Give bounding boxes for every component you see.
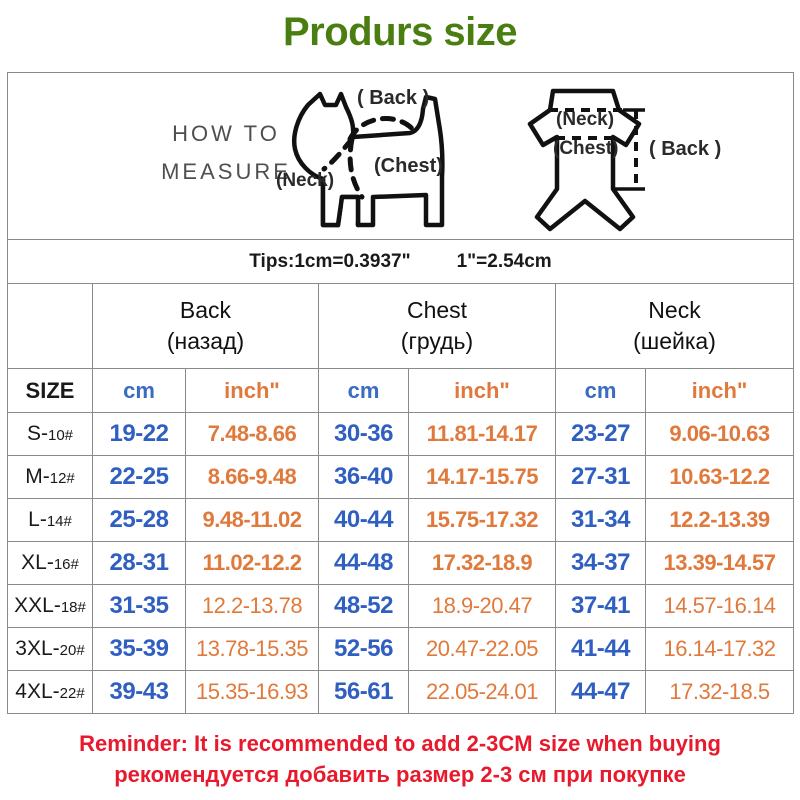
cell-chest-inch: 18.9-20.47 <box>408 584 556 628</box>
cell-neck-inch: 17.32-18.5 <box>644 670 795 714</box>
cell-chest-inch: 14.17-15.75 <box>408 455 556 499</box>
cell-neck-inch: 9.06-10.63 <box>644 412 795 456</box>
how-to-measure-line1: HOW TO <box>172 121 280 146</box>
cell-neck-cm: 27-31 <box>555 455 646 499</box>
table-row: XXL-18# 31-35 12.2-13.78 48-52 18.9-20.4… <box>7 584 795 628</box>
page-title: Produrs size <box>282 10 518 54</box>
cell-back-inch: 13.78-15.35 <box>185 627 319 671</box>
tips-inch-to-cm: 1"=2.54cm <box>456 250 552 272</box>
row-size-label: 4XL-22# <box>7 670 93 714</box>
row-size-label: XL-16# <box>7 541 93 585</box>
tips-cell: Tips:1cm=0.3937" 1"=2.54cm <box>6 239 795 284</box>
cell-back-cm: 35-39 <box>92 627 186 671</box>
cell-chest-cm: 36-40 <box>318 455 409 499</box>
cell-neck-inch: 13.39-14.57 <box>644 541 795 585</box>
size-chart-table: HOW TO MEASURE ( Back ) (C <box>6 72 795 714</box>
garment-chest-label: (Chest) <box>553 138 618 159</box>
group-chest-en: Chest <box>406 297 468 323</box>
header-neck-inch: inch" <box>644 368 795 413</box>
diagram-row: HOW TO MEASURE ( Back ) (C <box>6 72 795 240</box>
reminder-line-ru: рекомендуется добавить размер 2-3 см при… <box>114 762 686 787</box>
garment-diagram-icon: (Neck) (Chest) ( Back ) <box>527 88 721 232</box>
cell-chest-inch: 17.32-18.9 <box>408 541 556 585</box>
table-row: XL-16# 28-31 11.02-12.2 44-48 17.32-18.9… <box>7 541 795 585</box>
cell-neck-inch: 12.2-13.39 <box>644 498 795 542</box>
cell-back-inch: 12.2-13.78 <box>185 584 319 628</box>
table-row: M-12# 22-25 8.66-9.48 36-40 14.17-15.75 … <box>7 455 795 499</box>
cell-back-cm: 39-43 <box>92 670 186 714</box>
measurement-diagram-cell: HOW TO MEASURE ( Back ) (C <box>6 72 795 240</box>
cell-back-cm: 25-28 <box>92 498 186 542</box>
cell-neck-cm: 41-44 <box>555 627 646 671</box>
tips-row: Tips:1cm=0.3937" 1"=2.54cm <box>6 239 795 284</box>
dog-back-label: ( Back ) <box>357 87 429 109</box>
cell-back-inch: 7.48-8.66 <box>185 412 319 456</box>
cell-chest-cm: 48-52 <box>318 584 409 628</box>
tips-cm-to-inch: Tips:1cm=0.3937" <box>249 250 411 272</box>
cell-back-cm: 19-22 <box>92 412 186 456</box>
cell-chest-inch: 15.75-17.32 <box>408 498 556 542</box>
header-neck-cm: cm <box>555 368 646 413</box>
corner-blank-cell <box>7 283 93 369</box>
cell-chest-inch: 20.47-22.05 <box>408 627 556 671</box>
cell-neck-cm: 37-41 <box>555 584 646 628</box>
cell-back-cm: 22-25 <box>92 455 186 499</box>
reminder-note: Reminder: It is recommended to add 2-3CM… <box>0 728 800 790</box>
cell-chest-cm: 40-44 <box>318 498 409 542</box>
how-to-measure-line2: MEASURE <box>161 159 291 184</box>
table-row: 4XL-22# 39-43 15.35-16.93 56-61 22.05-24… <box>7 670 795 714</box>
dog-diagram-icon: ( Back ) (Chest) (Neck) <box>276 87 445 228</box>
cell-chest-cm: 52-56 <box>318 627 409 671</box>
cell-neck-inch: 16.14-17.32 <box>644 627 795 671</box>
cell-neck-cm: 23-27 <box>555 412 646 456</box>
dog-chest-label: (Chest) <box>374 155 443 177</box>
garment-back-label: ( Back ) <box>649 138 721 160</box>
row-size-label: S-10# <box>7 412 93 456</box>
cell-neck-cm: 44-47 <box>555 670 646 714</box>
cell-chest-inch: 11.81-14.17 <box>408 412 556 456</box>
header-back-cm: cm <box>92 368 186 413</box>
cell-back-inch: 8.66-9.48 <box>185 455 319 499</box>
group-header-neck: Neck (шейка) <box>554 283 795 369</box>
group-chest-ru: (грудь) <box>400 328 474 354</box>
group-neck-ru: (шейка) <box>633 328 716 354</box>
cell-back-inch: 15.35-16.93 <box>185 670 319 714</box>
cell-chest-inch: 22.05-24.01 <box>408 670 556 714</box>
table-row: 3XL-20# 35-39 13.78-15.35 52-56 20.47-22… <box>7 627 795 671</box>
cell-neck-inch: 10.63-12.2 <box>644 455 795 499</box>
header-chest-cm: cm <box>318 368 409 413</box>
cell-back-cm: 28-31 <box>92 541 186 585</box>
garment-neck-label: (Neck) <box>556 109 614 130</box>
row-size-label: L-14# <box>7 498 93 542</box>
cell-chest-cm: 44-48 <box>318 541 409 585</box>
header-back-inch: inch" <box>185 368 319 413</box>
group-back-ru: (назад) <box>166 328 245 354</box>
cell-back-cm: 31-35 <box>92 584 186 628</box>
group-back-en: Back <box>179 297 232 323</box>
reminder-line-en: Reminder: It is recommended to add 2-3CM… <box>79 731 721 756</box>
cell-neck-inch: 14.57-16.14 <box>644 584 795 628</box>
cell-back-inch: 11.02-12.2 <box>185 541 319 585</box>
group-header-back: Back (назад) <box>92 283 319 369</box>
header-chest-inch: inch" <box>408 368 556 413</box>
cell-back-inch: 9.48-11.02 <box>185 498 319 542</box>
cell-neck-cm: 31-34 <box>555 498 646 542</box>
row-size-label: M-12# <box>7 455 93 499</box>
cell-chest-cm: 30-36 <box>318 412 409 456</box>
how-to-measure-label: HOW TO MEASURE <box>136 115 316 191</box>
group-header-row: Back (назад) Chest (грудь) Neck (шейка) <box>7 283 795 369</box>
row-size-label: XXL-18# <box>7 584 93 628</box>
table-row: L-14# 25-28 9.48-11.02 40-44 15.75-17.32… <box>7 498 795 542</box>
table-row: S-10# 19-22 7.48-8.66 30-36 11.81-14.17 … <box>7 412 795 456</box>
dog-neck-label: (Neck) <box>276 170 334 191</box>
unit-header-row: SIZE cm inch" cm inch" cm inch" <box>7 368 795 413</box>
header-size: SIZE <box>7 368 93 413</box>
group-header-chest: Chest (грудь) <box>318 283 556 369</box>
group-neck-en: Neck <box>648 297 701 323</box>
row-size-label: 3XL-20# <box>7 627 93 671</box>
cell-chest-cm: 56-61 <box>318 670 409 714</box>
cell-neck-cm: 34-37 <box>555 541 646 585</box>
